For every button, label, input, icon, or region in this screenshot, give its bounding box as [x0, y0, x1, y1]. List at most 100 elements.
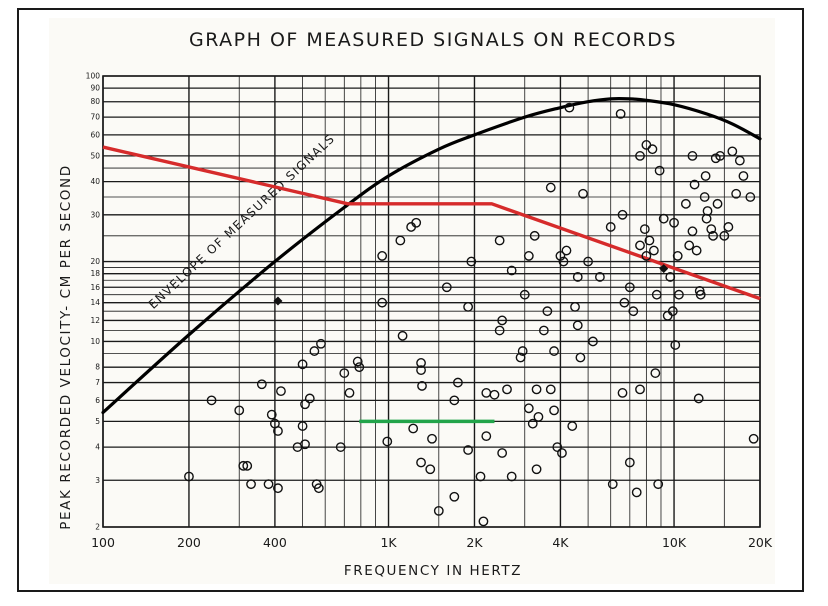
y-tick-label: 30	[90, 210, 100, 219]
y-tick-label: 4	[95, 443, 100, 452]
data-point	[397, 330, 408, 341]
data-point	[502, 384, 512, 395]
x-tick-label: 200	[177, 535, 201, 550]
series-line-1	[102, 145, 761, 301]
envelope-label: ENVELOPE OF MEASURED SIGNALS	[146, 131, 338, 311]
y-tick-label: 12	[90, 316, 100, 325]
x-axis-label: FREQUENCY IN HERTZ	[344, 563, 522, 579]
data-point	[408, 423, 419, 434]
data-point	[463, 301, 474, 312]
data-point	[352, 356, 363, 367]
y-tick-label: 60	[90, 130, 100, 139]
data-point	[466, 256, 477, 267]
data-point	[433, 505, 444, 516]
data-point	[206, 395, 217, 406]
y-tick-label: 6	[95, 396, 100, 405]
data-point	[519, 289, 530, 300]
data-point	[715, 151, 726, 161]
data-point	[578, 188, 588, 199]
data-point	[680, 198, 691, 209]
plot-border	[102, 75, 761, 528]
grid	[102, 75, 761, 528]
data-point	[542, 306, 553, 317]
data-point	[475, 471, 486, 482]
y-tick-label: 50	[90, 151, 100, 160]
data-point	[481, 388, 492, 398]
data-point	[653, 479, 664, 490]
data-point	[654, 165, 665, 176]
data-point	[523, 251, 534, 261]
data-point	[463, 445, 474, 455]
data-point	[693, 393, 704, 404]
data-point	[667, 306, 678, 317]
data-point	[658, 213, 669, 224]
data-point	[561, 245, 572, 256]
data-point	[607, 479, 618, 490]
data-point	[276, 386, 286, 397]
y-tick-label: 14	[90, 298, 100, 307]
data-point	[706, 224, 717, 235]
data-point	[555, 251, 566, 261]
data-point	[644, 235, 655, 246]
data-point	[304, 393, 315, 404]
y-tick-label: 40	[90, 177, 100, 186]
data-point	[335, 442, 346, 452]
data-point	[273, 483, 283, 494]
data-point	[734, 155, 745, 166]
x-tick-label: 10K	[662, 535, 687, 550]
data-point	[695, 289, 706, 300]
y-tick-label: 3	[95, 476, 100, 485]
data-point	[300, 439, 310, 450]
data-point	[494, 325, 505, 336]
filled-point	[659, 264, 669, 274]
data-point	[481, 431, 492, 442]
data-point	[650, 368, 661, 378]
data-point	[549, 405, 559, 416]
data-point	[377, 251, 388, 261]
tick-labels: 100 200 400 1K 2K 4K 10K 20K 2 3 4 5 6 7 8 10 12 14 16 18 20…	[86, 72, 773, 551]
data-point	[494, 235, 505, 246]
data-point	[316, 338, 326, 349]
data-point	[588, 336, 598, 347]
plot-marks: ENVELOPE OF MEASURED SIGNALS	[101, 97, 762, 424]
data-point	[256, 379, 267, 390]
data-point	[266, 409, 277, 420]
data-point	[523, 403, 534, 414]
data-point	[694, 286, 705, 296]
data-point	[672, 251, 683, 261]
data-point	[515, 352, 526, 363]
data-point	[506, 265, 517, 276]
data-point	[478, 516, 489, 527]
x-tick-label: 4K	[552, 535, 569, 550]
data-point	[727, 146, 738, 157]
data-point	[639, 224, 650, 235]
x-tick-label: 1K	[380, 535, 397, 550]
data-point	[557, 448, 567, 458]
data-point	[538, 325, 549, 336]
data-point	[297, 421, 308, 431]
figure-paper	[49, 18, 775, 584]
data-point	[531, 384, 542, 395]
data-point	[738, 171, 749, 181]
data-point	[662, 310, 673, 321]
x-tick-label: 100	[91, 535, 115, 550]
data-point	[313, 483, 324, 494]
data-point	[687, 226, 698, 237]
data-point	[572, 320, 583, 331]
data-point	[416, 365, 426, 375]
data-point	[570, 301, 580, 312]
data-point	[665, 272, 676, 282]
data-point	[595, 272, 605, 282]
data-point	[615, 108, 626, 119]
y-axis-label: PEAK RECORDED VELOCITY- CM PER SECOND	[58, 164, 74, 529]
data-point	[651, 289, 662, 300]
data-point	[684, 240, 695, 251]
filled-point	[273, 296, 283, 306]
data-point	[533, 411, 544, 422]
data-point	[687, 151, 698, 161]
data-point	[631, 487, 642, 498]
y-tick-label: 70	[90, 113, 100, 122]
data-point	[689, 179, 700, 190]
data-point	[575, 352, 586, 363]
